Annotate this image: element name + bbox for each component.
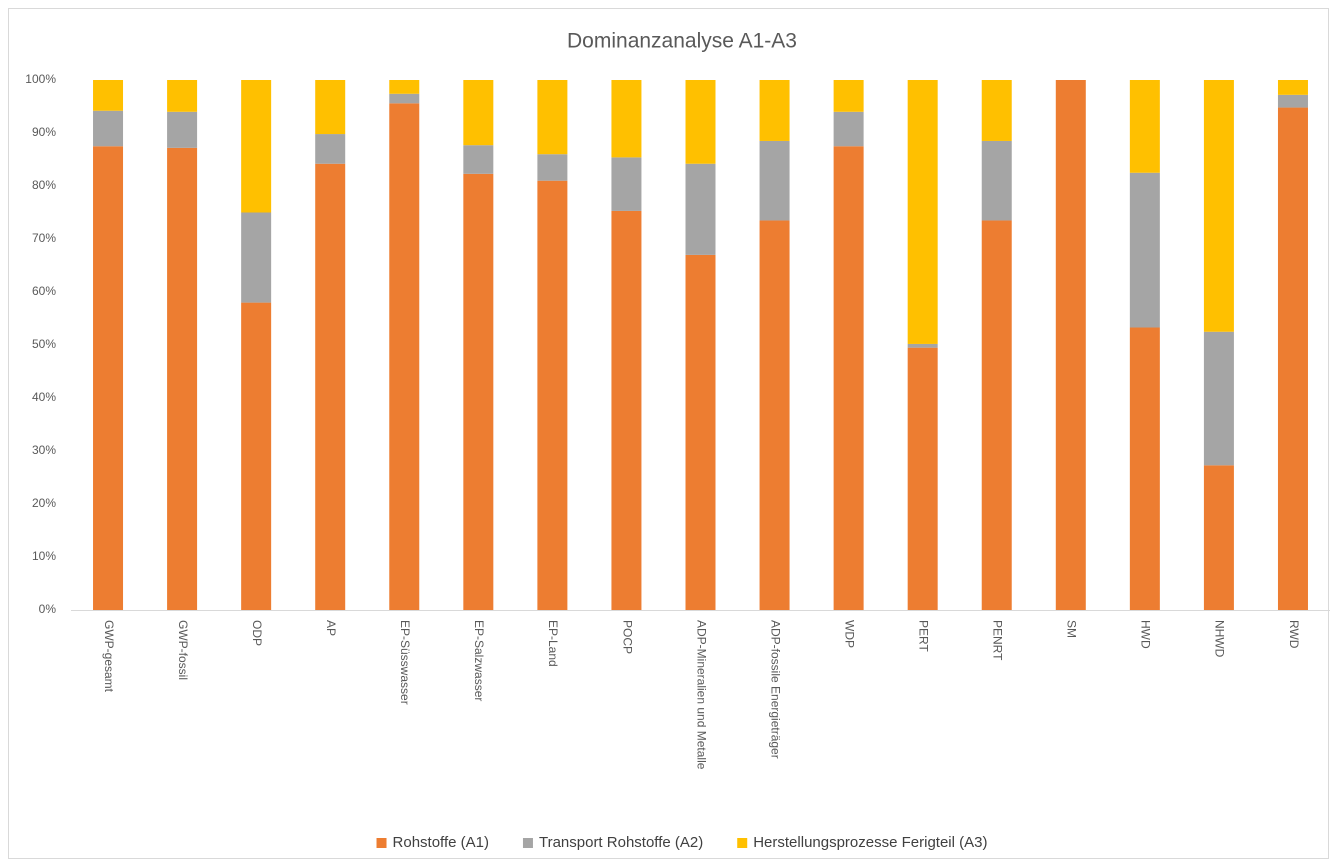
bar-segment (1277, 80, 1308, 95)
bar-segment (537, 180, 568, 610)
legend-swatch (376, 838, 387, 848)
x-tick-label: EP-Land (546, 620, 560, 667)
bar-segment (241, 80, 272, 213)
bar-segment (93, 110, 124, 147)
x-tick-label: WDP (842, 620, 856, 648)
bar-segment (1203, 80, 1234, 332)
bar-segment (981, 80, 1012, 141)
y-tick-label: 40% (32, 390, 56, 404)
bar-segment (685, 254, 716, 610)
bar-segment (167, 80, 198, 112)
bar-segment (1129, 172, 1160, 328)
bar-segment (1277, 94, 1308, 108)
bar-segment (833, 80, 864, 112)
bar-segment (241, 212, 272, 303)
x-tick-label: PENRT (991, 620, 1005, 661)
legend-label: Transport Rohstoffe (A2) (539, 834, 703, 851)
chart-title: Dominanzanalyse A1-A3 (567, 30, 797, 53)
x-tick-label: RWD (1287, 620, 1301, 649)
bar-segment (833, 111, 864, 147)
x-tick-label: GWP-fossil (176, 620, 190, 680)
bar-segment (981, 220, 1012, 610)
bar-segment (463, 173, 494, 610)
bar-segment (389, 93, 420, 104)
x-tick-label: PERT (917, 620, 931, 652)
chart-border (8, 8, 1329, 859)
bar-segment (907, 80, 938, 344)
x-tick-label: NHWD (1213, 620, 1227, 658)
x-tick-label: EP-Salzwasser (472, 620, 486, 701)
x-tick-label: EP-Süsswasser (398, 620, 412, 705)
bar-segment (93, 80, 124, 111)
bar-segment (315, 80, 346, 135)
y-tick-label: 60% (32, 284, 56, 298)
bar-segment (981, 140, 1012, 221)
bar-segment (611, 210, 642, 610)
bar-segment (1203, 331, 1234, 466)
bar-segment (611, 157, 642, 211)
bar-segment (759, 80, 790, 141)
bar-segment (759, 140, 790, 221)
y-tick-label: 90% (32, 125, 56, 139)
legend-label: Rohstoffe (A1) (393, 834, 489, 851)
bar-segment (167, 111, 198, 148)
bar-segment (315, 163, 346, 611)
bar-segment (907, 343, 938, 348)
bar-segment (759, 220, 790, 610)
y-tick-label: 80% (32, 178, 56, 192)
y-tick-label: 30% (32, 443, 56, 457)
bar-segment (907, 347, 938, 610)
x-tick-label: ODP (250, 620, 264, 646)
bar-segment (685, 80, 716, 164)
bar-segment (315, 134, 346, 164)
y-tick-label: 50% (32, 337, 56, 351)
y-tick-label: 70% (32, 231, 56, 245)
y-tick-label: 10% (32, 549, 56, 563)
x-tick-label: POCP (620, 620, 634, 654)
bar-segment (1055, 80, 1086, 610)
x-tick-label: SM (1065, 620, 1079, 638)
x-tick-label: HWD (1139, 620, 1153, 649)
x-tick-label: GWP-gesamt (102, 620, 116, 693)
bar-segment (389, 103, 420, 610)
bar-segment (537, 154, 568, 181)
y-tick-label: 100% (25, 72, 56, 86)
bar-segment (167, 147, 198, 610)
y-tick-label: 20% (32, 496, 56, 510)
bar-segment (833, 146, 864, 610)
legend-swatch (737, 838, 748, 848)
bar-segment (463, 80, 494, 146)
bar-segment (1129, 80, 1160, 173)
legend-swatch (522, 838, 533, 848)
bar-segment (1277, 107, 1308, 610)
bar-segment (1129, 327, 1160, 610)
bar-segment (611, 80, 642, 158)
bar-segment (537, 80, 568, 155)
x-tick-label: AP (324, 620, 338, 636)
bar-segment (389, 80, 420, 94)
y-tick-label: 0% (39, 602, 57, 616)
legend-label: Herstellungsprozesse Ferigteil (A3) (753, 834, 987, 851)
bar-segment (1203, 465, 1234, 610)
x-tick-label: ADP-Mineralien und Metalle (694, 620, 708, 770)
bar-segment (685, 163, 716, 255)
bar-segment (463, 145, 494, 174)
x-tick-label: ADP-fossile Energieträger (768, 620, 782, 759)
bar-segment (93, 146, 124, 610)
bar-segment (241, 302, 272, 610)
